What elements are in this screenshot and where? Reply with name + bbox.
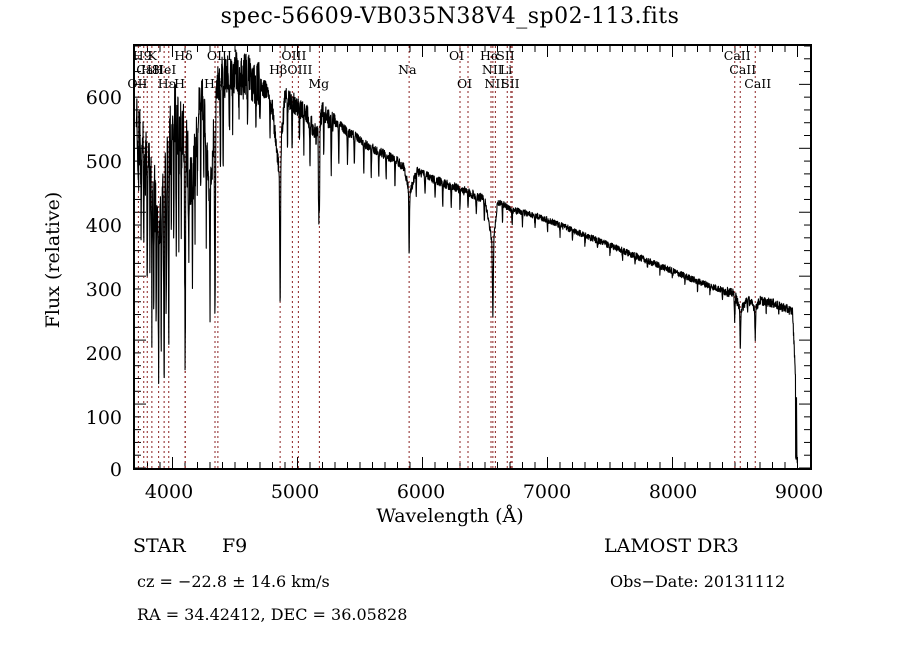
line-id-label: SII	[496, 48, 515, 63]
line-id-label: OI	[449, 48, 465, 63]
y-tick-label: 100	[85, 407, 122, 429]
line-id-label: NII	[484, 76, 506, 91]
y-tick-label: 600	[85, 87, 122, 109]
line-id-label: NII	[481, 62, 503, 77]
axis-ticks	[135, 45, 810, 469]
line-id-label: OIII	[281, 48, 307, 63]
line-id-label: Hα	[480, 48, 500, 63]
line-id-label: Li	[499, 62, 513, 77]
x-tick-label: 5000	[270, 481, 320, 503]
y-tick-label: 200	[85, 343, 122, 365]
line-id-label: CaII	[723, 48, 751, 63]
x-axis-title: Wavelength (Å)	[376, 505, 524, 527]
plot-canvas	[135, 45, 810, 469]
x-tick-label: 4000	[144, 481, 194, 503]
line-id-label: OIII	[206, 48, 232, 63]
x-tick-label: 9000	[774, 481, 824, 503]
x-tick-label: 8000	[648, 481, 698, 503]
line-id-label: H9	[132, 48, 152, 63]
line-id-label: Hδ	[174, 48, 193, 63]
y-tick-label: 500	[85, 151, 122, 173]
line-markers	[137, 46, 756, 468]
line-id-label: H8	[140, 62, 160, 77]
line-id-label: CaII	[744, 76, 772, 91]
line-id-label: K	[147, 48, 157, 63]
spectrum-trace	[135, 49, 798, 464]
line-id-label: OIII	[287, 62, 313, 77]
line-id-label: Na	[398, 62, 417, 77]
line-id-label: H	[174, 76, 186, 91]
footer-cz: cz = −22.8 ± 14.6 km/s	[137, 572, 330, 591]
line-id-label: HeI	[153, 62, 177, 77]
x-tick-label: 7000	[522, 481, 572, 503]
line-id-label: OII	[127, 76, 148, 91]
footer-spectral-class: F9	[222, 535, 248, 557]
y-tick-label: 0	[109, 459, 122, 481]
y-axis-title: Flux (relative)	[42, 191, 64, 329]
spectrum-svg	[135, 45, 810, 469]
line-id-label: Hε	[157, 76, 176, 91]
footer-coords: RA = 34.42412, DEC = 36.05828	[137, 605, 408, 624]
figure-title: spec-56609-VB035N38V4_sp02-113.fits	[220, 4, 680, 29]
line-id-label: CaII	[136, 62, 164, 77]
footer-object-type: STAR	[133, 535, 186, 557]
line-id-label: CaII	[729, 62, 757, 77]
plot-area	[133, 44, 812, 470]
footer-obs-date: Obs−Date: 20131112	[610, 572, 786, 591]
line-id-label: OI	[457, 76, 473, 91]
x-tick-label: 6000	[396, 481, 446, 503]
line-id-label: Hβ	[269, 62, 288, 77]
line-id-label: Hγ	[204, 76, 223, 91]
line-id-label: SII	[501, 76, 520, 91]
y-tick-label: 300	[85, 279, 122, 301]
y-tick-label: 400	[85, 215, 122, 237]
line-id-label: Mg	[308, 76, 330, 91]
footer-survey: LAMOST DR3	[604, 535, 739, 557]
